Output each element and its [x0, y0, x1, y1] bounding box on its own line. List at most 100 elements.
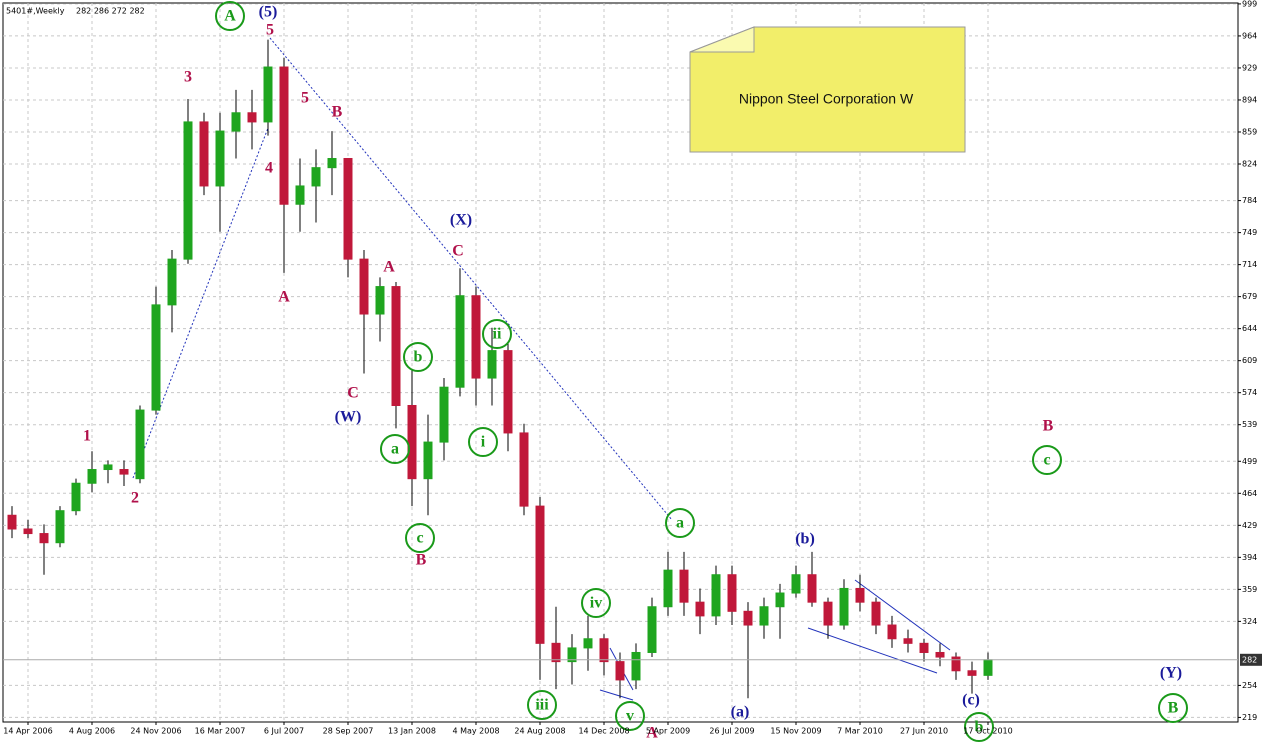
wave-label: (W)	[335, 409, 362, 426]
candle-body	[279, 66, 289, 205]
wave-label: (b)	[795, 531, 815, 548]
wave-label: (5)	[259, 4, 278, 21]
x-tick-label: 28 Sep 2007	[323, 727, 374, 736]
candle-body	[887, 624, 897, 640]
wave-label: (a)	[731, 704, 750, 721]
wave-label: A	[278, 289, 290, 306]
x-tick-label: 24 Nov 2006	[130, 727, 181, 736]
y-tick-label: 219	[1242, 713, 1257, 722]
y-tick-label: 929	[1242, 63, 1257, 72]
wave-label: 4	[265, 160, 273, 177]
candle-body	[551, 642, 561, 663]
ohlc-text: 282 286 272 282	[76, 7, 145, 16]
y-tick-label: 894	[1242, 95, 1257, 104]
y-tick-label: 574	[1242, 388, 1257, 397]
x-tick-label: 16 Mar 2007	[195, 727, 246, 736]
candle-body	[151, 304, 161, 411]
wave-label: 1	[83, 428, 91, 445]
candle-body	[983, 659, 993, 676]
y-tick-label: 714	[1242, 260, 1257, 269]
candle-body	[679, 569, 689, 603]
candle-body	[535, 505, 545, 644]
trend-line	[269, 37, 673, 521]
candle-body	[503, 350, 513, 434]
candle-body	[311, 167, 321, 187]
y-tick-label: 464	[1242, 489, 1257, 498]
wave-label: B	[1168, 700, 1179, 717]
candle-body	[7, 514, 17, 530]
candle-body	[935, 651, 945, 658]
candle-body	[87, 469, 97, 484]
wave-label: a	[676, 515, 684, 532]
candle-body	[727, 574, 737, 612]
y-tick-label: 749	[1242, 228, 1257, 237]
candle-body	[871, 601, 881, 626]
candle-body	[951, 656, 961, 672]
wave-label: A	[646, 725, 658, 742]
sticky-note: Nippon Steel Corporation W	[689, 26, 966, 153]
candle-body	[663, 569, 673, 608]
candle-body	[855, 587, 865, 603]
candle-body	[359, 258, 369, 315]
wave-circle	[1158, 693, 1188, 723]
x-tick-label: 14 Apr 2006	[3, 727, 52, 736]
y-tick-label: 324	[1242, 617, 1257, 626]
candle-body	[263, 66, 273, 123]
wave-label: C	[452, 243, 464, 260]
wave-circle	[581, 588, 611, 618]
candle-body	[823, 601, 833, 626]
y-tick-label: 609	[1242, 356, 1257, 365]
x-tick-label: 7 Mar 2010	[837, 727, 883, 736]
y-tick-label: 644	[1242, 324, 1257, 333]
y-tick-label: 254	[1242, 681, 1257, 690]
candle-body	[967, 670, 977, 676]
x-tick-label: 26 Jul 2009	[709, 727, 754, 736]
note-text: Nippon Steel Corporation W	[739, 91, 914, 107]
candle-body	[71, 482, 81, 512]
y-tick-label: 429	[1242, 521, 1257, 530]
candle-body	[119, 469, 129, 475]
y-tick-label: 999	[1242, 0, 1257, 8]
wave-label: v	[626, 708, 634, 725]
last-price-label: 282	[1242, 655, 1257, 664]
wave-label: 2	[131, 490, 139, 507]
wave-label: (X)	[450, 212, 472, 229]
candle-body	[775, 592, 785, 608]
x-tick-label: 5 Apr 2009	[646, 727, 690, 736]
candle-body	[919, 642, 929, 653]
candle-body	[791, 574, 801, 594]
candle-body	[183, 121, 193, 260]
wave-label: iii	[535, 697, 549, 714]
trend-line	[599, 689, 634, 701]
wave-circle	[1032, 445, 1062, 475]
candle-body	[695, 601, 705, 617]
x-tick-label: 17 Oct 2010	[963, 727, 1012, 736]
x-tick-label: 15 Nov 2009	[770, 727, 821, 736]
candle-body	[215, 130, 225, 187]
wave-circle	[615, 701, 645, 731]
symbol-title: 5401#,Weekly	[6, 7, 65, 16]
candle-body	[711, 574, 721, 617]
candle-body	[903, 638, 913, 644]
wave-label: B	[332, 104, 343, 121]
wave-label: B	[416, 552, 427, 569]
trend-line	[807, 627, 938, 674]
wave-circle	[380, 434, 410, 464]
wave-label: iv	[590, 595, 602, 612]
y-tick-label: 784	[1242, 196, 1257, 205]
x-tick-label: 13 Jan 2008	[388, 727, 436, 736]
candle-body	[407, 404, 417, 480]
candle-body	[375, 286, 385, 315]
wave-label: A	[224, 8, 236, 25]
y-tick-label: 394	[1242, 553, 1257, 562]
candle-body	[247, 112, 257, 123]
wave-label: C	[347, 385, 359, 402]
wave-circle	[405, 523, 435, 553]
candle-body	[615, 661, 625, 681]
candle-body	[455, 295, 465, 388]
candle-body	[743, 610, 753, 626]
y-tick-label: 824	[1242, 159, 1257, 168]
y-tick-label: 539	[1242, 420, 1257, 429]
candle-body	[487, 350, 497, 379]
